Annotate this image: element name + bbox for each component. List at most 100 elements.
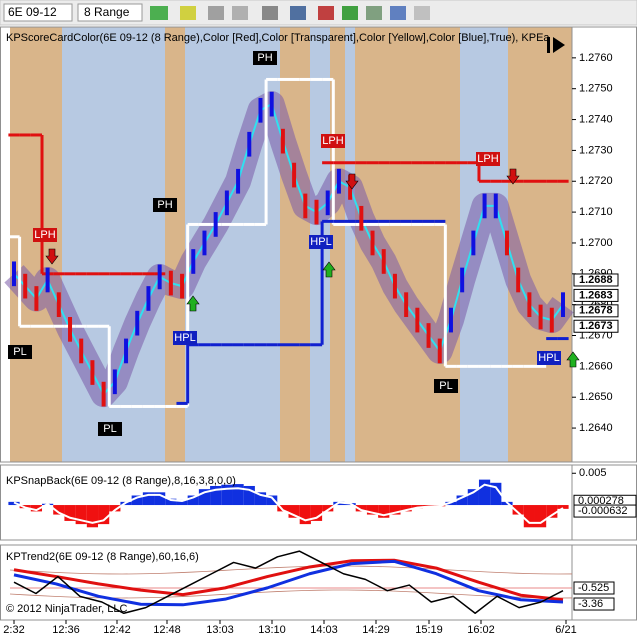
price-bar bbox=[269, 91, 274, 117]
price-bar bbox=[538, 304, 543, 330]
price-bar bbox=[34, 286, 39, 311]
price-bar bbox=[68, 317, 73, 342]
histogram-bar bbox=[467, 489, 479, 506]
swing-label: HPL bbox=[174, 332, 195, 344]
price-bar bbox=[392, 273, 397, 299]
instrument[interactable]: 6E 09-12 bbox=[8, 5, 57, 19]
price-bar bbox=[448, 307, 453, 333]
x-tick-label: 2:32 bbox=[3, 624, 24, 636]
icon[interactable] bbox=[318, 6, 334, 20]
x-tick-label: 13:10 bbox=[258, 624, 286, 636]
period-box[interactable] bbox=[77, 3, 143, 22]
histogram-bar bbox=[98, 505, 110, 525]
x-tick-label: 16:02 bbox=[467, 624, 495, 636]
price-bar bbox=[124, 338, 129, 364]
icon[interactable] bbox=[290, 6, 306, 20]
x-tick-label: 12:42 bbox=[103, 624, 131, 636]
price-bar bbox=[336, 168, 341, 194]
swing-label-box bbox=[173, 331, 197, 345]
session-band bbox=[280, 27, 310, 462]
histogram-bar bbox=[75, 505, 87, 525]
signal-arrow bbox=[45, 248, 59, 265]
play-icon bbox=[547, 37, 550, 53]
value-label: -0.525 bbox=[578, 582, 609, 594]
swing-label: HPL bbox=[310, 236, 331, 248]
price-bar bbox=[224, 190, 229, 216]
x-tick-label: 13:03 bbox=[206, 624, 234, 636]
icon[interactable] bbox=[208, 6, 224, 20]
histogram-bar bbox=[64, 505, 76, 521]
price-bar bbox=[213, 212, 218, 237]
session-band bbox=[165, 27, 185, 462]
histogram-bar bbox=[53, 505, 65, 515]
price-bar bbox=[516, 267, 521, 293]
icon[interactable] bbox=[232, 6, 248, 20]
price-bar bbox=[381, 249, 386, 274]
play-icon bbox=[553, 37, 565, 53]
period[interactable]: 8 Range bbox=[84, 5, 130, 19]
price-bar bbox=[180, 273, 185, 299]
swing-label-box bbox=[153, 198, 177, 212]
session-band bbox=[10, 27, 62, 462]
histogram-bar bbox=[322, 505, 334, 512]
instrument-box[interactable] bbox=[3, 3, 73, 22]
session-band bbox=[345, 27, 355, 462]
price-label: 1.2673 bbox=[579, 320, 613, 332]
swing-label: LPH bbox=[477, 153, 498, 165]
y-tick-label: 0.005 bbox=[579, 467, 607, 479]
price-bar bbox=[460, 267, 465, 293]
icon[interactable] bbox=[150, 6, 168, 20]
x-tick-label: 15:19 bbox=[415, 624, 443, 636]
price-bar bbox=[202, 230, 207, 256]
histogram-bar bbox=[456, 495, 468, 506]
indicator-title: KPTrend2(6E 09-12 (8 Range),60,16,6) bbox=[6, 551, 199, 563]
value-box bbox=[573, 581, 615, 595]
price-bar bbox=[303, 193, 308, 219]
y-tick-label: 1.2640 bbox=[579, 422, 613, 434]
price-bar bbox=[549, 307, 554, 333]
price-bar bbox=[157, 264, 162, 290]
histogram-bar bbox=[299, 505, 311, 525]
icon[interactable] bbox=[262, 6, 278, 20]
histogram-bar bbox=[534, 505, 547, 528]
icon[interactable] bbox=[390, 6, 406, 20]
price-bar bbox=[258, 97, 263, 123]
swing-label-box bbox=[434, 379, 458, 393]
histogram-bar bbox=[310, 505, 323, 521]
histogram-bar bbox=[378, 505, 390, 518]
price-label-box bbox=[573, 319, 619, 333]
y-tick-label: 1.2710 bbox=[579, 206, 613, 218]
icon[interactable] bbox=[342, 6, 358, 20]
price-bar bbox=[23, 273, 28, 299]
histogram-bar bbox=[546, 505, 558, 518]
price-bar bbox=[404, 292, 409, 317]
price-bar bbox=[56, 292, 61, 317]
y-tick-label: 1.2660 bbox=[579, 360, 613, 372]
icon[interactable] bbox=[366, 6, 382, 20]
chart-area: 1.26401.26501.26601.26701.26801.26901.27… bbox=[0, 26, 637, 636]
histogram-bar bbox=[490, 482, 502, 506]
swing-label-box bbox=[253, 51, 277, 65]
price-bar bbox=[247, 131, 252, 157]
price-bar bbox=[370, 230, 375, 256]
swing-label-box bbox=[33, 228, 57, 242]
swing-label: HPL bbox=[538, 352, 559, 364]
trend-line bbox=[13, 558, 564, 602]
icon[interactable] bbox=[414, 6, 430, 20]
price-bar bbox=[146, 286, 151, 311]
y-tick-label: 1.2720 bbox=[579, 175, 613, 187]
histogram-bar bbox=[109, 505, 121, 512]
x-tick-label: 12:48 bbox=[153, 624, 181, 636]
price-bar bbox=[493, 193, 498, 219]
icon[interactable] bbox=[180, 6, 196, 20]
price-bar bbox=[561, 292, 565, 317]
price-bar bbox=[471, 230, 476, 256]
x-tick-label: 14:29 bbox=[362, 624, 390, 636]
x-tick-label: 6/21 bbox=[555, 624, 576, 636]
y-tick-label: 1.2740 bbox=[579, 113, 613, 125]
price-label: 1.2678 bbox=[579, 305, 613, 317]
price-bar bbox=[359, 205, 364, 231]
y-tick-label: 1.2650 bbox=[579, 391, 613, 403]
signal-line bbox=[13, 483, 564, 524]
